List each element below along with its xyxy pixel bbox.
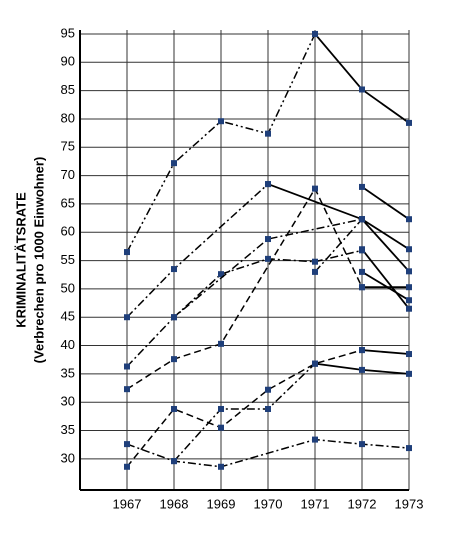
marker xyxy=(265,236,271,243)
series-line xyxy=(126,218,363,368)
x-tick-label: 1969 xyxy=(207,496,236,511)
marker xyxy=(171,356,177,363)
y-tick-label: 40 xyxy=(61,337,75,352)
marker xyxy=(218,340,224,347)
marker xyxy=(124,386,130,393)
marker xyxy=(359,268,365,275)
marker xyxy=(406,268,412,275)
marker xyxy=(406,297,412,304)
y-axis-sublabel: (Verbrechen pro 1000 Einwohner) xyxy=(31,157,46,364)
marker xyxy=(312,436,318,443)
y-axis-label: KRIMINALITÄTSRATE xyxy=(13,192,28,328)
series-line xyxy=(173,363,316,462)
marker xyxy=(359,86,365,93)
y-tick-label: 30 xyxy=(61,450,75,465)
series-line xyxy=(361,186,410,220)
marker xyxy=(218,405,224,412)
y-tick-label: 35 xyxy=(61,365,75,380)
marker xyxy=(171,266,177,273)
marker xyxy=(312,30,318,37)
marker xyxy=(218,271,224,278)
y-tick-label: 45 xyxy=(61,309,75,324)
marker xyxy=(406,216,412,223)
marker xyxy=(218,463,224,470)
series-line xyxy=(361,248,410,310)
marker xyxy=(312,258,318,265)
marker xyxy=(406,284,412,291)
marker xyxy=(124,463,130,470)
marker xyxy=(265,405,271,412)
y-tick-label: 55 xyxy=(61,252,75,267)
marker xyxy=(359,366,365,373)
y-tick-label: 70 xyxy=(61,167,75,182)
y-tick-label: 35 xyxy=(61,422,75,437)
marker xyxy=(124,363,130,370)
marker xyxy=(124,249,130,256)
marker xyxy=(265,181,271,188)
marker xyxy=(312,360,318,367)
y-tick-label: 75 xyxy=(61,139,75,154)
y-tick-label: 50 xyxy=(61,280,75,295)
x-tick-label: 1967 xyxy=(113,496,142,511)
marker xyxy=(406,445,412,452)
x-tick-label: 1968 xyxy=(160,496,189,511)
x-tick-label: 1971 xyxy=(301,496,330,511)
series-line xyxy=(267,183,410,272)
series-line xyxy=(361,218,410,250)
marker xyxy=(124,314,130,321)
marker xyxy=(171,160,177,167)
y-tick-label: 85 xyxy=(61,82,75,97)
marker xyxy=(171,458,177,465)
x-tick-label: 1970 xyxy=(254,496,283,511)
y-tick-label: 80 xyxy=(61,110,75,125)
marker xyxy=(359,347,365,354)
marker xyxy=(406,351,412,358)
marker xyxy=(265,386,271,393)
series-line xyxy=(126,349,363,468)
series-line xyxy=(126,438,410,468)
marker xyxy=(312,268,318,275)
marker xyxy=(359,284,365,291)
x-tick-label: 1973 xyxy=(395,496,424,511)
marker xyxy=(406,119,412,126)
y-tick-label: 30 xyxy=(61,394,75,409)
marker xyxy=(359,216,365,223)
series-line xyxy=(314,218,363,273)
y-tick-label: 65 xyxy=(61,195,75,210)
y-tick-label: 60 xyxy=(61,224,75,239)
marker xyxy=(359,247,365,254)
marker xyxy=(359,183,365,190)
marker xyxy=(406,246,412,253)
series-line xyxy=(361,349,410,355)
x-tick-label: 1972 xyxy=(348,496,377,511)
marker xyxy=(171,405,177,412)
marker xyxy=(218,118,224,125)
series-line xyxy=(361,271,410,301)
marker xyxy=(265,130,271,137)
marker xyxy=(406,370,412,377)
marker xyxy=(406,305,412,312)
marker xyxy=(218,424,224,431)
marker xyxy=(359,441,365,448)
y-tick-label: 90 xyxy=(61,54,75,69)
marker xyxy=(124,441,130,448)
marker xyxy=(171,314,177,321)
y-tick-label: 95 xyxy=(61,25,75,40)
marker xyxy=(312,185,318,192)
marker xyxy=(265,255,271,262)
